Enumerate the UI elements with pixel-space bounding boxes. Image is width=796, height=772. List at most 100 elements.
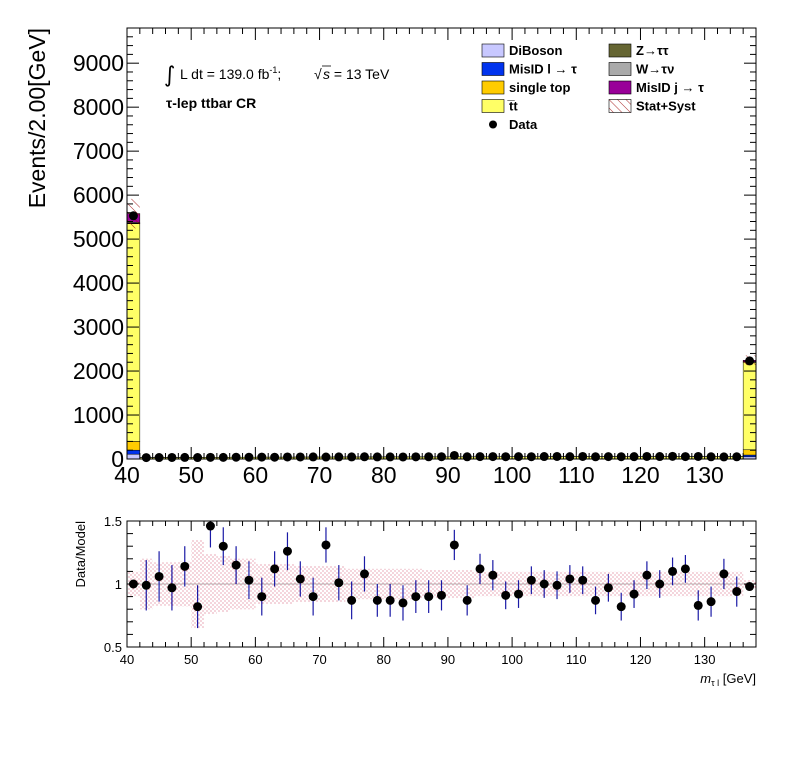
stack-bar — [126, 449, 141, 455]
data-point — [385, 452, 395, 462]
integral-sign: ∫ — [164, 63, 175, 88]
data-point — [321, 452, 331, 462]
x-tick-label: 40 — [114, 462, 140, 488]
x-tick-label: 100 — [493, 462, 531, 488]
y-tick-label: 0 — [111, 446, 124, 472]
ratio-point — [591, 595, 601, 605]
data-point — [128, 211, 138, 221]
ratio-point — [385, 595, 395, 605]
data-point — [655, 452, 665, 462]
data-point — [257, 452, 267, 462]
ratio-x-tick-label: 70 — [312, 652, 326, 667]
ratio-point — [539, 579, 549, 589]
data-point — [706, 452, 716, 462]
y-tick-label: 8000 — [73, 94, 124, 120]
main-plot-frame — [126, 27, 757, 460]
ratio-point — [462, 595, 472, 605]
ratio-point — [526, 575, 536, 585]
ratio-y-axis-label: Data/Model — [73, 521, 88, 588]
stack-bar — [742, 454, 757, 458]
ratio-point — [693, 600, 703, 610]
data-point — [167, 452, 177, 462]
ratio-point — [668, 566, 678, 576]
legend-swatch — [608, 43, 632, 58]
ratio-point — [578, 575, 588, 585]
ratio-point — [180, 561, 190, 571]
ratio-x-tick-label: 90 — [441, 652, 455, 667]
x-tick-label: 50 — [178, 462, 204, 488]
data-point — [141, 453, 151, 463]
y-tick-label: 3000 — [73, 314, 124, 340]
stack-bar — [126, 453, 141, 460]
data-point — [680, 452, 690, 462]
data-point — [398, 452, 408, 462]
ratio-panel: 0.5 1 1.5 40 50 60 70 80 90 100 110 120 130 Data/Mo… — [73, 514, 757, 688]
ratio-x-tick-label: 120 — [630, 652, 652, 667]
sqrt-symbol: √ — [314, 66, 322, 82]
legend-swatch — [481, 43, 505, 58]
y-tick-label: 6000 — [73, 182, 124, 208]
ratio-point — [488, 570, 498, 580]
ratio-point — [706, 597, 716, 607]
ratio-point — [501, 590, 511, 600]
ratio-point — [231, 560, 241, 570]
data-point — [193, 453, 203, 463]
ratio-point — [745, 582, 755, 592]
ratio-point — [359, 569, 369, 579]
legend-label: MisID l → τ — [509, 62, 577, 77]
ratio-point — [295, 574, 305, 584]
ratio-x-tick-label: 80 — [377, 652, 391, 667]
data-point — [218, 452, 228, 462]
data-point — [629, 452, 639, 462]
data-point — [616, 452, 626, 462]
ratio-points — [128, 521, 755, 629]
x-tick-label: 70 — [307, 462, 333, 488]
ratio-point — [629, 589, 639, 599]
x-tick-label: 120 — [621, 462, 659, 488]
legend-swatch — [481, 99, 505, 113]
data-points — [128, 211, 755, 463]
legend-swatch — [608, 80, 632, 95]
region-label: τ-lep ttbar CR — [166, 95, 256, 111]
luminosity-text: L dt = 139.0 fb-1; — [180, 65, 281, 82]
data-point — [347, 452, 357, 462]
ratio-point — [270, 564, 280, 574]
legend-label: MisID j → τ — [636, 80, 704, 95]
ratio-x-tick-label: 130 — [694, 652, 716, 667]
data-point — [591, 452, 601, 462]
energy-text: s = 13 TeV — [323, 66, 390, 82]
data-point — [526, 452, 536, 462]
y-tick-label: 5000 — [73, 226, 124, 252]
ratio-point — [257, 592, 267, 602]
legend-marker — [489, 120, 497, 129]
ratio-x-tick-label: 110 — [566, 652, 587, 667]
ratio-x-axis: 40 50 60 70 80 90 100 110 120 130 — [120, 521, 744, 667]
legend: DiBoson Z→ττ MisID l → τ W→τν single top MisI… — [481, 43, 704, 132]
ratio-point — [616, 602, 626, 612]
data-point — [719, 452, 729, 462]
data-point — [488, 452, 498, 462]
main-y-axis: 0 1000 2000 3000 4000 5000 6000 7000 8000 9000 — [73, 27, 756, 472]
ratio-x-tick-label: 50 — [184, 652, 198, 667]
data-point — [411, 452, 421, 462]
main-panel: 0 1000 2000 3000 4000 5000 6000 7000 8000 9000 40… — [24, 27, 757, 488]
x-tick-label: 130 — [685, 462, 723, 488]
legend-swatch — [481, 80, 505, 95]
data-point — [308, 452, 318, 462]
data-point — [295, 452, 305, 462]
ratio-point — [167, 583, 177, 593]
data-point — [462, 452, 472, 462]
ratio-point — [308, 592, 318, 602]
ratio-point — [552, 580, 562, 590]
data-point — [668, 451, 678, 461]
x-tick-label: 60 — [243, 462, 269, 488]
y-tick-label: 2000 — [73, 358, 124, 384]
ratio-y-axis: 0.5 1 1.5 — [104, 514, 756, 655]
data-point — [359, 452, 369, 462]
data-point — [154, 453, 164, 463]
data-point — [603, 452, 613, 462]
x-tick-label: 80 — [371, 462, 397, 488]
ratio-point — [449, 540, 459, 550]
data-point — [231, 452, 241, 462]
